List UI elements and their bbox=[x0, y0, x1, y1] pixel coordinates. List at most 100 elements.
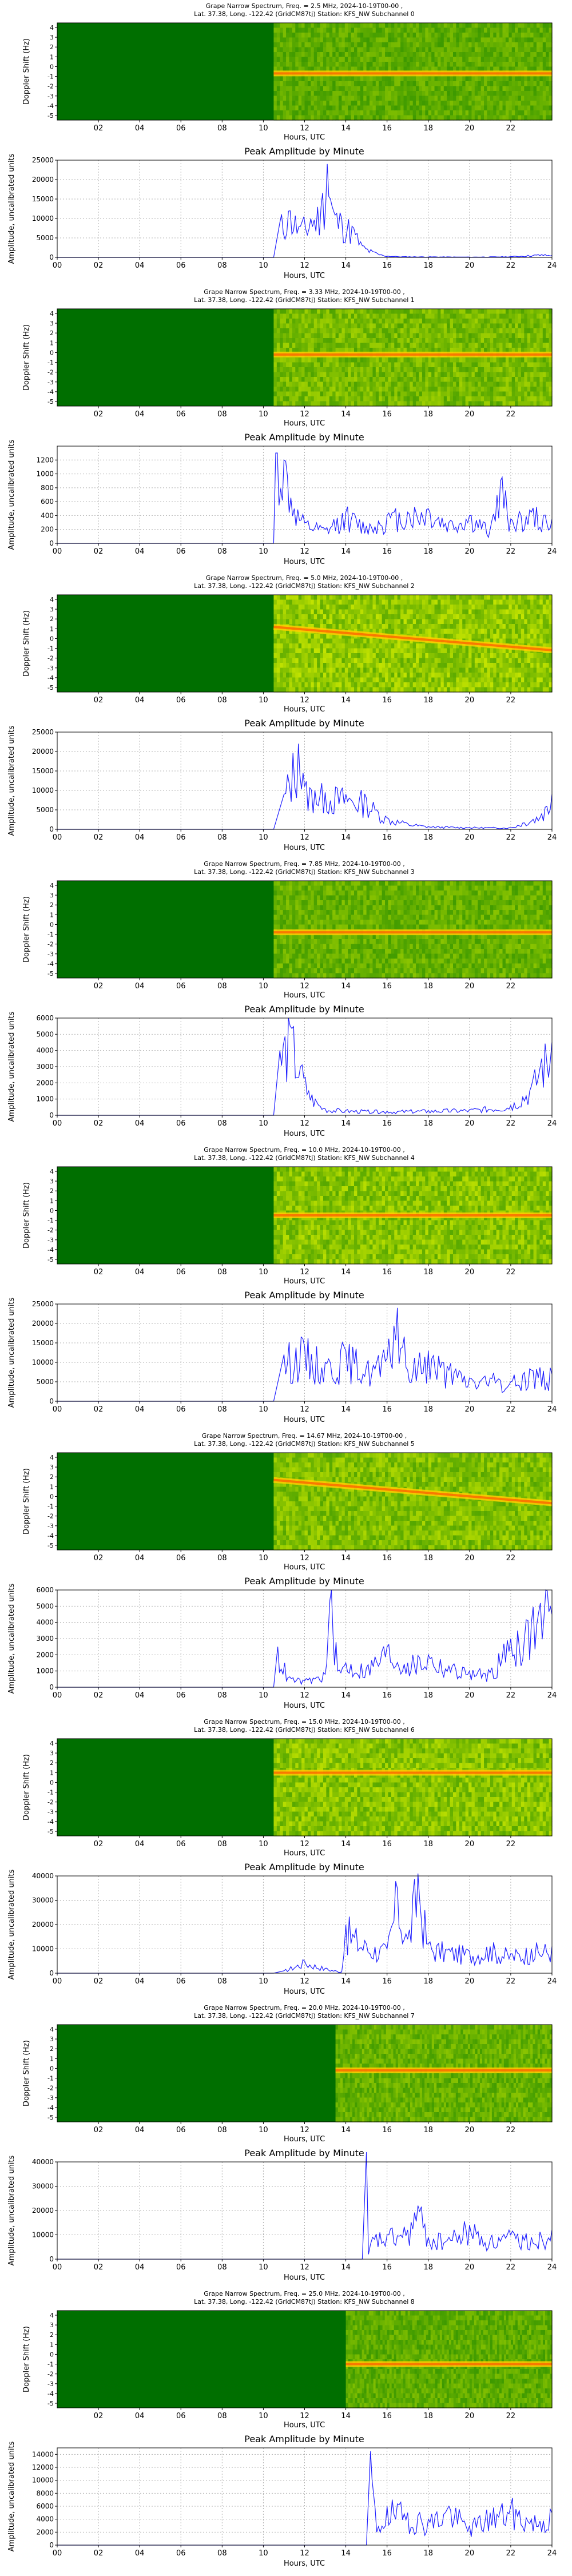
spectrogram-cell bbox=[398, 42, 401, 47]
spectrogram-cell bbox=[301, 387, 305, 392]
spectrogram-cell bbox=[345, 77, 348, 82]
spectrogram-cell bbox=[314, 116, 317, 121]
spectrogram-cell bbox=[339, 396, 342, 401]
spectrogram-cell bbox=[323, 687, 327, 693]
spectrogram-cell bbox=[484, 382, 487, 387]
spectrogram-cell bbox=[450, 28, 454, 33]
spectrogram-cell bbox=[329, 96, 333, 101]
spectrogram-cell bbox=[277, 678, 280, 683]
spectrogram-cell bbox=[299, 106, 302, 111]
spectrogram-cell bbox=[487, 110, 490, 116]
spectrogram-cell bbox=[286, 23, 289, 28]
spectrogram-cell bbox=[493, 47, 496, 53]
spectrogram-cell bbox=[341, 28, 345, 33]
spectrogram-cell bbox=[280, 91, 283, 96]
spectrogram-cell bbox=[475, 387, 478, 392]
spectrogram-cell bbox=[518, 52, 522, 57]
spectrogram-cell bbox=[295, 673, 299, 678]
spectrogram-cell bbox=[425, 42, 428, 47]
spectrogram-cell bbox=[286, 101, 289, 106]
spectrogram-cell bbox=[546, 338, 549, 343]
spectrogram-cell bbox=[471, 401, 475, 407]
spectrogram-cell bbox=[416, 62, 419, 67]
spectrogram-cell bbox=[456, 387, 459, 392]
spectrogram-cell bbox=[400, 96, 404, 101]
spectrogram-cell bbox=[357, 396, 360, 401]
spectrogram-cell bbox=[357, 86, 360, 92]
spectrogram-cell bbox=[299, 47, 302, 53]
spectrogram-cell bbox=[336, 605, 339, 610]
spectrogram-cell bbox=[391, 653, 395, 658]
spectrogram-cell bbox=[301, 363, 305, 368]
spectrogram-cell bbox=[277, 81, 280, 86]
spectrogram-cell bbox=[546, 333, 549, 339]
spectrogram-cell bbox=[404, 595, 407, 600]
spectrogram-cell bbox=[435, 42, 438, 47]
spectrogram-cell bbox=[326, 624, 329, 629]
spectrogram-cell bbox=[422, 33, 426, 38]
spectrogram-cell bbox=[329, 86, 333, 92]
spectrogram-cell bbox=[506, 62, 509, 67]
spectrogram-cell bbox=[317, 309, 320, 314]
spectrogram-cell bbox=[459, 110, 463, 116]
spectrogram-cell bbox=[314, 52, 317, 57]
spectrogram-cell bbox=[419, 595, 423, 600]
spectrogram-cell bbox=[339, 319, 342, 324]
spectrogram-cell bbox=[379, 387, 382, 392]
spectrogram-cell bbox=[422, 77, 426, 82]
spectrogram-cell bbox=[339, 77, 342, 82]
spectrogram-cell bbox=[311, 309, 314, 314]
spectrogram-cell bbox=[280, 86, 283, 92]
spectrogram-cell bbox=[512, 101, 515, 106]
spectrogram-cell bbox=[308, 663, 311, 668]
spectrogram-cell bbox=[410, 81, 413, 86]
spectrogram-cell bbox=[447, 106, 450, 111]
spectrogram-cell bbox=[295, 91, 299, 96]
spectrogram-cell bbox=[367, 357, 370, 363]
spectrogram-cell bbox=[515, 324, 518, 329]
spectrogram-cell bbox=[534, 101, 537, 106]
spectrogram-cell bbox=[320, 392, 324, 397]
spectrogram-cell bbox=[440, 110, 444, 116]
spectrogram-cell bbox=[345, 23, 348, 28]
spectrogram-cell bbox=[398, 324, 401, 329]
spectrogram-cell bbox=[370, 23, 373, 28]
x-tick-label: 20 bbox=[465, 261, 475, 270]
spectrogram-cell bbox=[438, 33, 441, 38]
spectrogram-cell bbox=[419, 673, 423, 678]
spectrogram-cell bbox=[438, 614, 441, 619]
spectrogram-cell bbox=[503, 101, 506, 106]
spectrogram-cell bbox=[400, 653, 404, 658]
spectrogram-cell bbox=[410, 610, 413, 615]
spectrogram-cell bbox=[385, 610, 388, 615]
spectrogram-cell bbox=[345, 639, 348, 644]
spectrogram-cell bbox=[323, 343, 327, 348]
spectrogram-cell bbox=[527, 333, 531, 339]
spectrogram-cell bbox=[320, 91, 324, 96]
spectrogram-cell bbox=[301, 595, 305, 600]
spectrogram-cell bbox=[419, 77, 423, 82]
spectrogram-cell bbox=[506, 314, 509, 319]
spectrogram-cell bbox=[292, 52, 296, 57]
spectrogram-cell bbox=[326, 401, 329, 407]
spectrogram-cell bbox=[416, 77, 419, 82]
spectrogram-cell bbox=[410, 57, 413, 62]
spectrogram-cell bbox=[518, 96, 522, 101]
spectrogram-cell bbox=[447, 42, 450, 47]
spectrogram-cell bbox=[326, 77, 329, 82]
spectrogram-cell bbox=[459, 324, 463, 329]
spectrogram-cell bbox=[385, 396, 388, 401]
spectrogram-cell bbox=[428, 110, 432, 116]
spectrogram-cell bbox=[539, 363, 543, 368]
spectrogram-cell bbox=[484, 23, 487, 28]
spectrogram-cell bbox=[317, 116, 320, 121]
spectrogram-cell bbox=[435, 377, 438, 382]
spectrogram-cell bbox=[398, 367, 401, 372]
spectrogram-cell bbox=[363, 382, 367, 387]
spectrogram-cell bbox=[354, 624, 357, 629]
spectrogram-cell bbox=[539, 77, 543, 82]
spectrogram-cell bbox=[341, 357, 345, 363]
spectrogram-cell bbox=[280, 367, 283, 372]
spectrogram-cell bbox=[416, 86, 419, 92]
spectrogram-cell bbox=[416, 52, 419, 57]
